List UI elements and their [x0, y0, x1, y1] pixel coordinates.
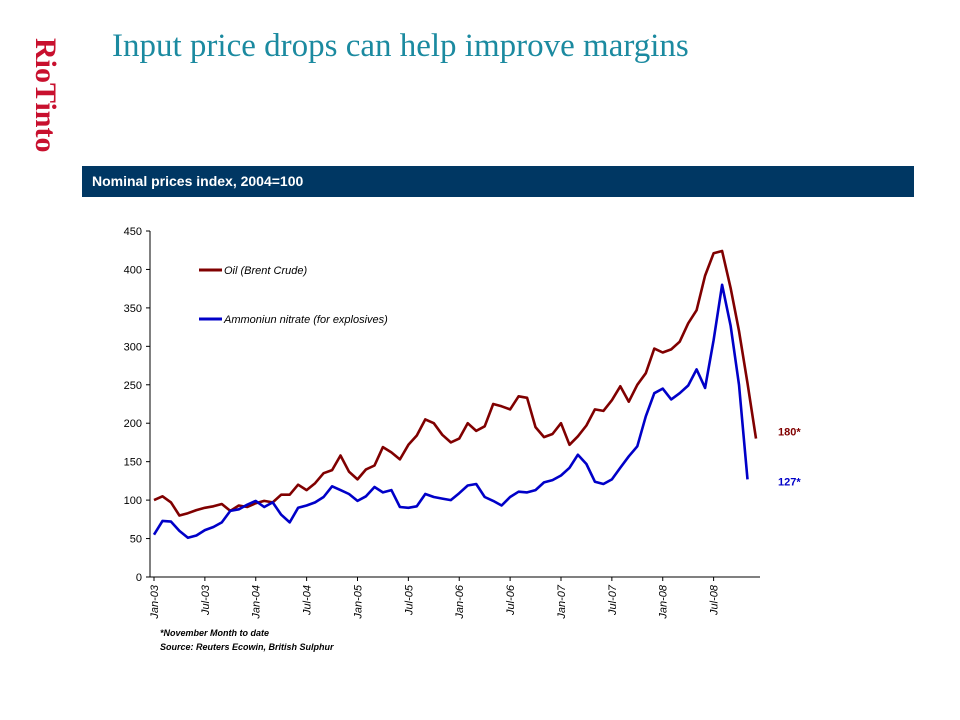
ammonium-nitrate-line	[152, 283, 749, 540]
x-tick-label: Jul-04	[302, 585, 314, 616]
y-tick-label: 400	[124, 264, 142, 276]
oil-brent-line	[153, 249, 758, 517]
legend-label: Ammoniun nitrate (for explosives)	[223, 314, 388, 326]
y-tick-label: 450	[124, 226, 142, 238]
chart-legend: Oil (Brent Crude) Ammoniun nitrate (for e…	[199, 265, 388, 326]
x-tick-label: Jul-05	[403, 584, 415, 616]
x-tick-label: Jul-07	[607, 584, 619, 616]
footnote-source: Source: Reuters Ecowin, British Sulphur	[160, 642, 334, 652]
x-tick-label: Jul-03	[200, 584, 212, 616]
y-tick-label: 350	[124, 303, 142, 315]
end-labels: 180* 127*	[778, 427, 801, 489]
page-title: Input price drops can help improve margi…	[112, 28, 689, 64]
x-axis-ticks: Jan-03 Jul-03 Jan-04 Jul-04 Jan-05 Jul-05 Jan-…	[149, 577, 721, 620]
x-tick-label: Jan-08	[658, 584, 670, 620]
y-axis-ticks: 0 50 100 150 200 250 300 350 400 450	[124, 226, 150, 584]
x-tick-label: Jul-06	[505, 584, 517, 616]
y-tick-label: 300	[124, 341, 142, 353]
end-value-label: 127*	[778, 476, 801, 488]
logo-text: RioTinto	[29, 38, 62, 152]
x-tick-label: Jan-04	[251, 585, 263, 620]
y-tick-label: 100	[124, 495, 142, 507]
chart-lines	[152, 249, 758, 540]
chart-subtitle-band: Nominal prices index, 2004=100	[82, 166, 914, 197]
chart-axes	[149, 231, 760, 578]
y-tick-label: 250	[124, 380, 142, 392]
legend-label: Oil (Brent Crude)	[224, 265, 307, 277]
end-value-label: 180*	[778, 427, 801, 439]
chart-subtitle: Nominal prices index, 2004=100	[92, 173, 304, 189]
y-tick-label: 0	[136, 572, 142, 584]
y-tick-label: 200	[124, 418, 142, 430]
x-tick-label: Jan-07	[556, 584, 568, 620]
rio-tinto-logo: RioTinto	[18, 38, 68, 178]
x-tick-label: Jan-03	[149, 584, 161, 620]
footnote-note: *November Month to date	[160, 628, 270, 638]
x-tick-label: Jul-08	[709, 584, 721, 616]
y-tick-label: 150	[124, 457, 142, 469]
x-tick-label: Jan-06	[454, 584, 466, 620]
y-tick-label: 50	[130, 534, 142, 546]
x-tick-label: Jan-05	[352, 584, 364, 620]
